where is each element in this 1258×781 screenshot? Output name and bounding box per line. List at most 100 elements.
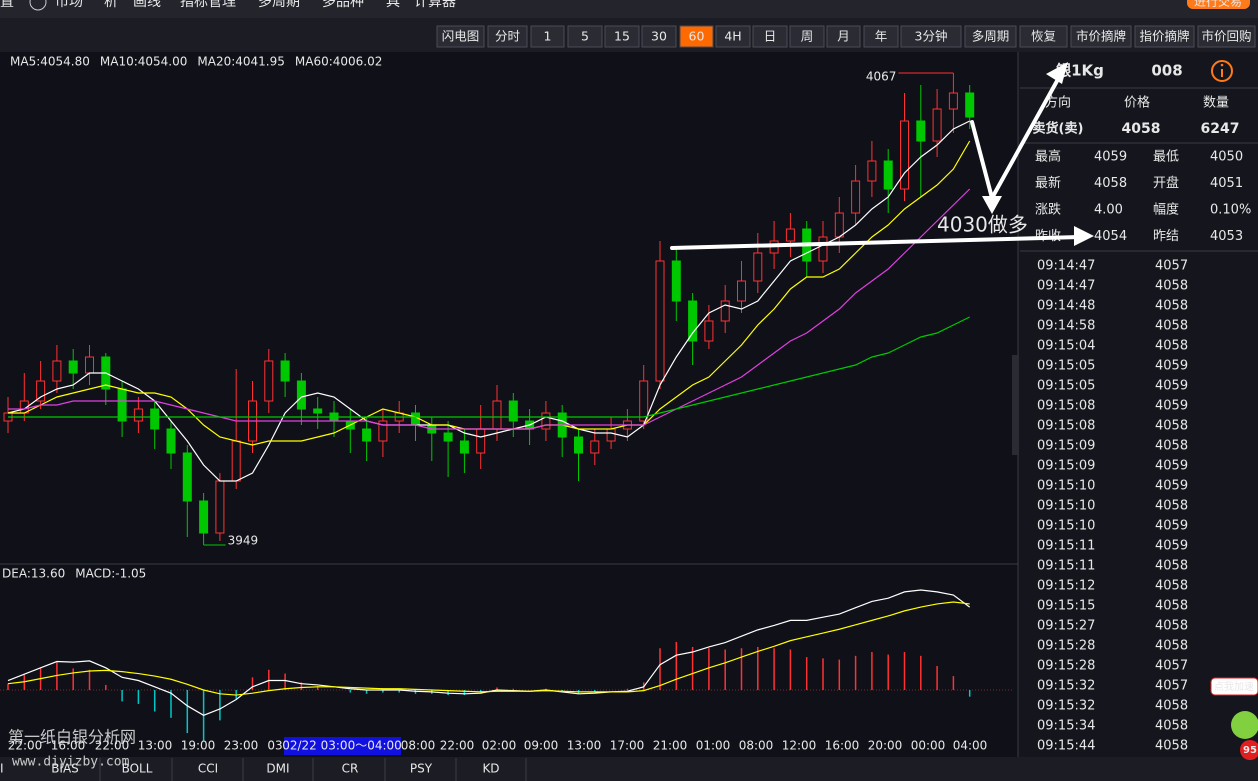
- toolbar-button[interactable]: [604, 25, 640, 48]
- candle-body: [720, 300, 730, 322]
- toolbar-button[interactable]: [715, 25, 751, 48]
- ma-legend: MA20:4041.95: [197, 55, 285, 69]
- stat-value: 4050: [1210, 150, 1243, 165]
- toolbar-button-label[interactable]: 月: [837, 29, 850, 44]
- candle-body: [818, 236, 828, 262]
- toolbar-button-label[interactable]: 1: [544, 29, 552, 44]
- toolbar-button[interactable]: [964, 25, 1017, 48]
- macd-legend: MACD:-1.05: [75, 567, 146, 581]
- toolbar-button[interactable]: [789, 25, 825, 48]
- tab[interactable]: BOLL: [122, 762, 153, 776]
- trade-time: 09:15:10: [1037, 499, 1095, 514]
- trade-price: 4058: [1155, 619, 1188, 634]
- menu-item[interactable]: 计算器: [414, 0, 456, 10]
- toolbar-button[interactable]: [487, 25, 528, 48]
- trade-time: 09:15:27: [1037, 619, 1095, 634]
- trade-price: 4058: [1155, 719, 1188, 734]
- toolbar-button-label[interactable]: 年: [875, 29, 888, 44]
- toolbar-button-label[interactable]: 指价摘牌: [1139, 29, 1189, 44]
- ma-line: [7, 120, 970, 482]
- toolbar-button[interactable]: [1134, 25, 1195, 48]
- candle-body: [704, 320, 714, 342]
- tab[interactable]: CR: [342, 762, 359, 776]
- candle-body: [280, 360, 290, 382]
- menu-item[interactable]: 置: [0, 0, 14, 10]
- toolbar-button[interactable]: [679, 25, 714, 48]
- badge-ball[interactable]: [1231, 711, 1258, 739]
- trade-button-label[interactable]: 进行交易: [1194, 0, 1242, 9]
- tab[interactable]: DMI: [266, 762, 289, 776]
- annotation: 4030做多: [937, 213, 1028, 237]
- candle-body: [85, 356, 94, 374]
- toolbar-button-label[interactable]: 60: [689, 29, 705, 44]
- info-icon[interactable]: [1211, 60, 1233, 82]
- menu-item[interactable]: 具: [386, 0, 400, 10]
- toolbar-button[interactable]: [752, 25, 788, 48]
- trade-time: 09:15:44: [1037, 739, 1095, 754]
- time-label: 12:00: [782, 739, 817, 753]
- toolbar-button-label[interactable]: 闪电图: [442, 29, 480, 44]
- candle-body: [508, 400, 518, 422]
- menu-item[interactable]: 多品种: [322, 0, 364, 10]
- toolbar-button-label[interactable]: 恢复: [1031, 29, 1057, 44]
- candle-body: [133, 408, 143, 422]
- time-label: 21:00: [653, 739, 688, 753]
- candle-body: [753, 252, 763, 282]
- toolbar-button[interactable]: [1070, 25, 1132, 48]
- toolbar-button[interactable]: [567, 25, 603, 48]
- toolbar-button-label[interactable]: 15: [614, 29, 630, 44]
- toolbar-button[interactable]: [530, 25, 565, 48]
- trade-price: 4058: [1155, 639, 1188, 654]
- toolbar-button-label[interactable]: 市价回购: [1201, 29, 1251, 44]
- trade-button[interactable]: [1187, 0, 1250, 9]
- toolbar-button-label[interactable]: 3分钟: [915, 29, 948, 44]
- toolbar-button-label[interactable]: 5: [581, 29, 589, 44]
- toolbar-button[interactable]: [641, 25, 677, 48]
- tab[interactable]: BIAS: [51, 762, 79, 776]
- toolbar-button[interactable]: [1019, 25, 1068, 48]
- badge-count-bg[interactable]: [1240, 740, 1258, 760]
- tab[interactable]: I: [0, 762, 4, 776]
- menu-item[interactable]: 析: [104, 0, 118, 10]
- stat-value: 4053: [1210, 229, 1243, 244]
- toolbar-button-label[interactable]: 4H: [724, 29, 741, 44]
- toolbar-button-label[interactable]: 30: [651, 29, 667, 44]
- toolbar-button-label[interactable]: 多周期: [972, 29, 1010, 44]
- candle-body: [68, 360, 78, 374]
- tab[interactable]: KD: [482, 762, 499, 776]
- toolbar-button-label[interactable]: 市价摘牌: [1076, 29, 1126, 44]
- candle-body: [182, 452, 192, 502]
- trade-price: 4059: [1155, 379, 1188, 394]
- trade-price: 4058: [1155, 319, 1188, 334]
- menu-item[interactable]: 市场: [55, 0, 83, 10]
- toolbar-button[interactable]: [863, 25, 899, 48]
- stat-value: 4058: [1094, 176, 1127, 191]
- toolbar-button[interactable]: [436, 25, 485, 48]
- collapse-handle[interactable]: [1012, 355, 1019, 455]
- toolbar-button[interactable]: [1197, 25, 1256, 48]
- menu-item[interactable]: 多周期: [258, 0, 300, 10]
- candle-body: [965, 92, 975, 118]
- candle-body: [541, 412, 551, 430]
- badge-box[interactable]: [1210, 677, 1258, 696]
- order-qty: 6247: [1201, 121, 1240, 137]
- badge-label[interactable]: 点我加速: [1214, 681, 1254, 693]
- candle-body: [916, 120, 926, 142]
- menu-item[interactable]: 指标管理: [180, 0, 236, 10]
- trade-price: 4058: [1155, 439, 1188, 454]
- time-label: 16:00: [51, 739, 86, 753]
- toolbar-button-label[interactable]: 分时: [495, 29, 521, 44]
- toolbar-button-label[interactable]: 周: [801, 29, 814, 44]
- toolbar-button[interactable]: [826, 25, 861, 48]
- trade-price: 4059: [1155, 359, 1188, 374]
- ma-line: [8, 188, 971, 430]
- candle-body: [737, 280, 746, 302]
- menu-item[interactable]: 画线: [133, 0, 161, 10]
- toolbar-button[interactable]: [900, 25, 962, 48]
- tab[interactable]: PSY: [410, 762, 433, 776]
- toolbar-button-label[interactable]: 日: [764, 29, 777, 44]
- menu-icon: [29, 0, 47, 11]
- tab[interactable]: CCI: [198, 762, 218, 776]
- candle-body: [785, 228, 795, 242]
- badge-count[interactable]: 95: [1243, 745, 1257, 756]
